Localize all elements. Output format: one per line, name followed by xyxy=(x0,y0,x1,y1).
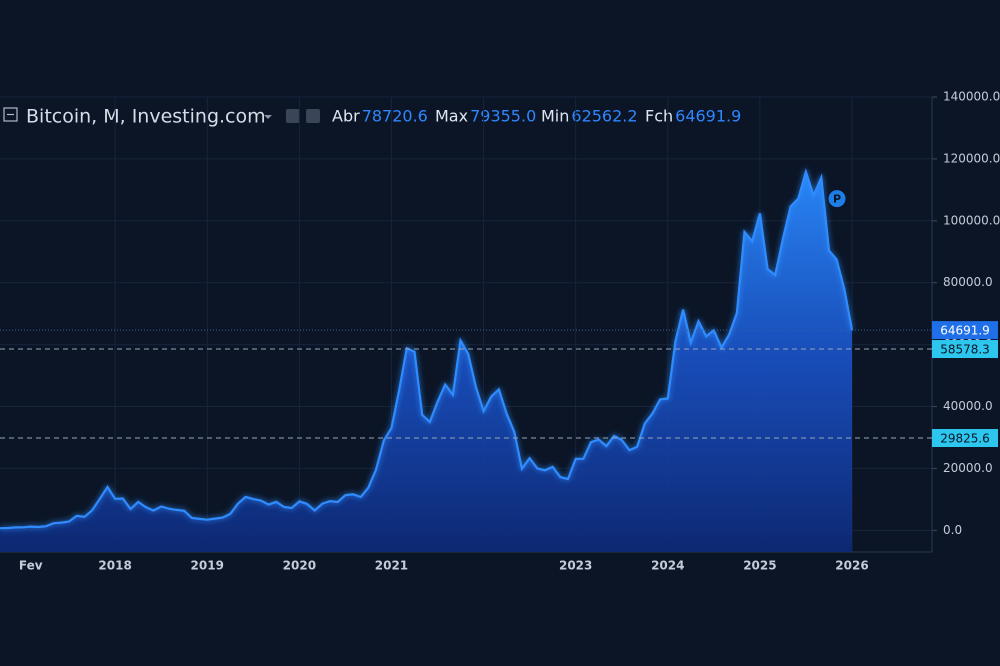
settings-icon[interactable] xyxy=(306,109,320,123)
collapse-icon[interactable] xyxy=(3,107,18,122)
price-level-label: 64691.9 xyxy=(940,324,990,338)
ohlc-value: 79355.0 xyxy=(470,107,536,126)
ohlc-value: 64691.9 xyxy=(675,107,741,126)
x-tick-label: 2023 xyxy=(559,559,592,573)
y-tick-label: 40000.0 xyxy=(943,399,993,413)
price-level-box xyxy=(932,321,998,340)
y-tick-label: 140000.0 xyxy=(943,90,1000,104)
chart-header: Bitcoin, M, Investing.com Abr 78720.6 Max 7… xyxy=(3,106,741,128)
ohlc-value: 62562.2 xyxy=(571,107,637,126)
x-tick-label: 2024 xyxy=(651,559,684,573)
event-marker xyxy=(827,189,847,209)
x-tick-label: Fev xyxy=(19,559,43,573)
dropdown-arrow[interactable] xyxy=(264,115,272,119)
event-marker-label: P xyxy=(833,193,841,206)
y-tick-label: 100000.0 xyxy=(943,213,1000,227)
ohlc-name: Min xyxy=(541,107,569,126)
area-fill xyxy=(0,171,852,552)
x-tick-label: 2020 xyxy=(283,559,316,573)
settings-icon[interactable] xyxy=(286,109,300,123)
price-level-label: 58578.3 xyxy=(940,343,990,357)
y-tick-label: 80000.0 xyxy=(943,275,993,289)
price-level-box xyxy=(932,340,998,359)
price-level-box xyxy=(932,429,998,448)
ohlc-value: 78720.6 xyxy=(362,107,428,126)
chart-title: Bitcoin, M, Investing.com xyxy=(26,106,266,128)
x-tick-label: 2021 xyxy=(375,559,408,573)
ohlc-name: Abr xyxy=(332,107,360,126)
x-tick-label: 2025 xyxy=(743,559,776,573)
x-tick-label: 2019 xyxy=(191,559,224,573)
x-tick-label: 2018 xyxy=(98,559,131,573)
ohlc-name: Max xyxy=(435,107,468,126)
y-tick-label: 20000.0 xyxy=(943,461,993,475)
y-tick-label: 0.0 xyxy=(943,523,962,537)
price-line xyxy=(0,168,854,530)
x-tick-label: 2026 xyxy=(835,559,868,573)
price-level-label: 29825.6 xyxy=(940,432,990,446)
ohlc-name: Fch xyxy=(645,107,673,126)
y-tick-label: 120000.0 xyxy=(943,151,1000,165)
